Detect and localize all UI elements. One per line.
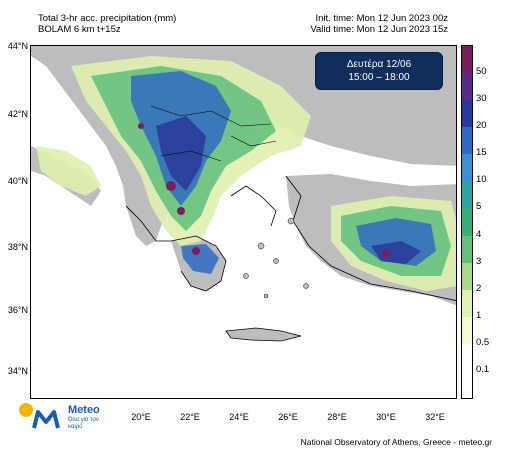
date-day: Δευτέρα 12/06 bbox=[346, 59, 412, 70]
rain-veryheavy-turkey bbox=[371, 241, 421, 264]
colorbar-segment bbox=[462, 343, 472, 371]
colorbar-label: 5 bbox=[476, 201, 482, 213]
island bbox=[257, 242, 265, 250]
colorbar-label: 30 bbox=[476, 93, 487, 105]
header-left: Total 3-hr acc. precipitation (mm) BOLAM… bbox=[38, 13, 176, 35]
lat-label: 36°N bbox=[7, 305, 28, 315]
lon-label: 32°E bbox=[425, 412, 445, 422]
lon-label: 24°E bbox=[229, 412, 249, 422]
lat-label: 44°N bbox=[7, 41, 28, 51]
lon-label: 22°E bbox=[180, 412, 200, 422]
map-title: Total 3-hr acc. precipitation (mm) bbox=[38, 13, 177, 24]
colorbar-segment bbox=[462, 73, 472, 101]
colorbar-label: 1 bbox=[476, 309, 482, 321]
valid-time: Valid time: Mon 12 Jun 2023 15z bbox=[310, 24, 448, 35]
logo-name: Meteo bbox=[68, 404, 100, 416]
colorbar-segment bbox=[462, 181, 472, 209]
lat-label: 40°N bbox=[7, 176, 28, 186]
colorbar-label: 0.5 bbox=[476, 336, 490, 348]
lon-label: 20°E bbox=[131, 412, 151, 422]
colorbar bbox=[461, 45, 473, 399]
colorbar-segment bbox=[462, 262, 472, 290]
footer-credit: National Observatory of Athens, Greece -… bbox=[300, 437, 492, 447]
rain-extreme-core-3 bbox=[192, 247, 200, 255]
colorbar-label: 0.1 bbox=[476, 363, 490, 375]
rain-extreme-core-2 bbox=[177, 207, 185, 215]
colorbar-label: 15 bbox=[476, 147, 487, 159]
colorbar-segment bbox=[462, 208, 472, 236]
rain-heavy-peloponnese bbox=[181, 244, 219, 274]
lat-label: 38°N bbox=[7, 242, 28, 252]
header-right: Init. time: Mon 12 Jun 2023 00z Valid ti… bbox=[310, 13, 448, 35]
rain-extreme-core-5 bbox=[138, 123, 144, 129]
colorbar-segment bbox=[462, 235, 472, 263]
lat-label: 34°N bbox=[7, 366, 28, 376]
colorbar-label: 2 bbox=[476, 282, 482, 294]
colorbar-segment bbox=[462, 127, 472, 155]
island bbox=[243, 273, 249, 279]
rain-light-italy bbox=[36, 146, 101, 196]
island bbox=[303, 283, 309, 289]
colorbar-label: 20 bbox=[476, 120, 487, 132]
colorbar-segment bbox=[462, 154, 472, 182]
lon-label: 28°E bbox=[327, 412, 347, 422]
rain-extreme-core-1 bbox=[166, 181, 176, 191]
island bbox=[273, 258, 279, 264]
colorbar-segment bbox=[462, 289, 472, 317]
date-time: 15:00 – 18:00 bbox=[348, 72, 410, 83]
colorbar-segment bbox=[462, 100, 472, 128]
map-canvas bbox=[31, 46, 456, 342]
model-label: BOLAM 6 km t+15z bbox=[38, 24, 121, 35]
lon-label: 30°E bbox=[376, 412, 396, 422]
land-crete bbox=[226, 328, 301, 341]
colorbar-segment bbox=[462, 46, 472, 74]
island bbox=[263, 293, 269, 299]
init-time: Init. time: Mon 12 Jun 2023 00z bbox=[315, 13, 448, 24]
coastline-crete bbox=[225, 327, 302, 342]
rain-veryheavy-greece bbox=[156, 116, 206, 191]
logo-subtitle: Όλα για τον καιρό bbox=[68, 417, 99, 430]
colorbar-segment bbox=[462, 370, 472, 398]
meteo-logo bbox=[19, 403, 60, 429]
country-borders bbox=[150, 105, 277, 162]
colorbar-label: 3 bbox=[476, 255, 482, 267]
precipitation-map[interactable] bbox=[30, 45, 457, 399]
coastline-turkey bbox=[285, 175, 456, 301]
date-box: Δευτέρα 12/06 15:00 – 18:00 bbox=[315, 52, 443, 90]
colorbar-label: 50 bbox=[476, 66, 487, 78]
rain-extreme-core-4 bbox=[382, 250, 390, 258]
colorbar-label: 10 bbox=[476, 174, 487, 186]
island bbox=[287, 217, 295, 225]
coastline-greece bbox=[125, 185, 277, 292]
colorbar-label: 4 bbox=[476, 228, 482, 240]
lon-label: 26°E bbox=[278, 412, 298, 422]
colorbar-segment bbox=[462, 316, 472, 344]
lat-label: 42°N bbox=[7, 109, 28, 119]
